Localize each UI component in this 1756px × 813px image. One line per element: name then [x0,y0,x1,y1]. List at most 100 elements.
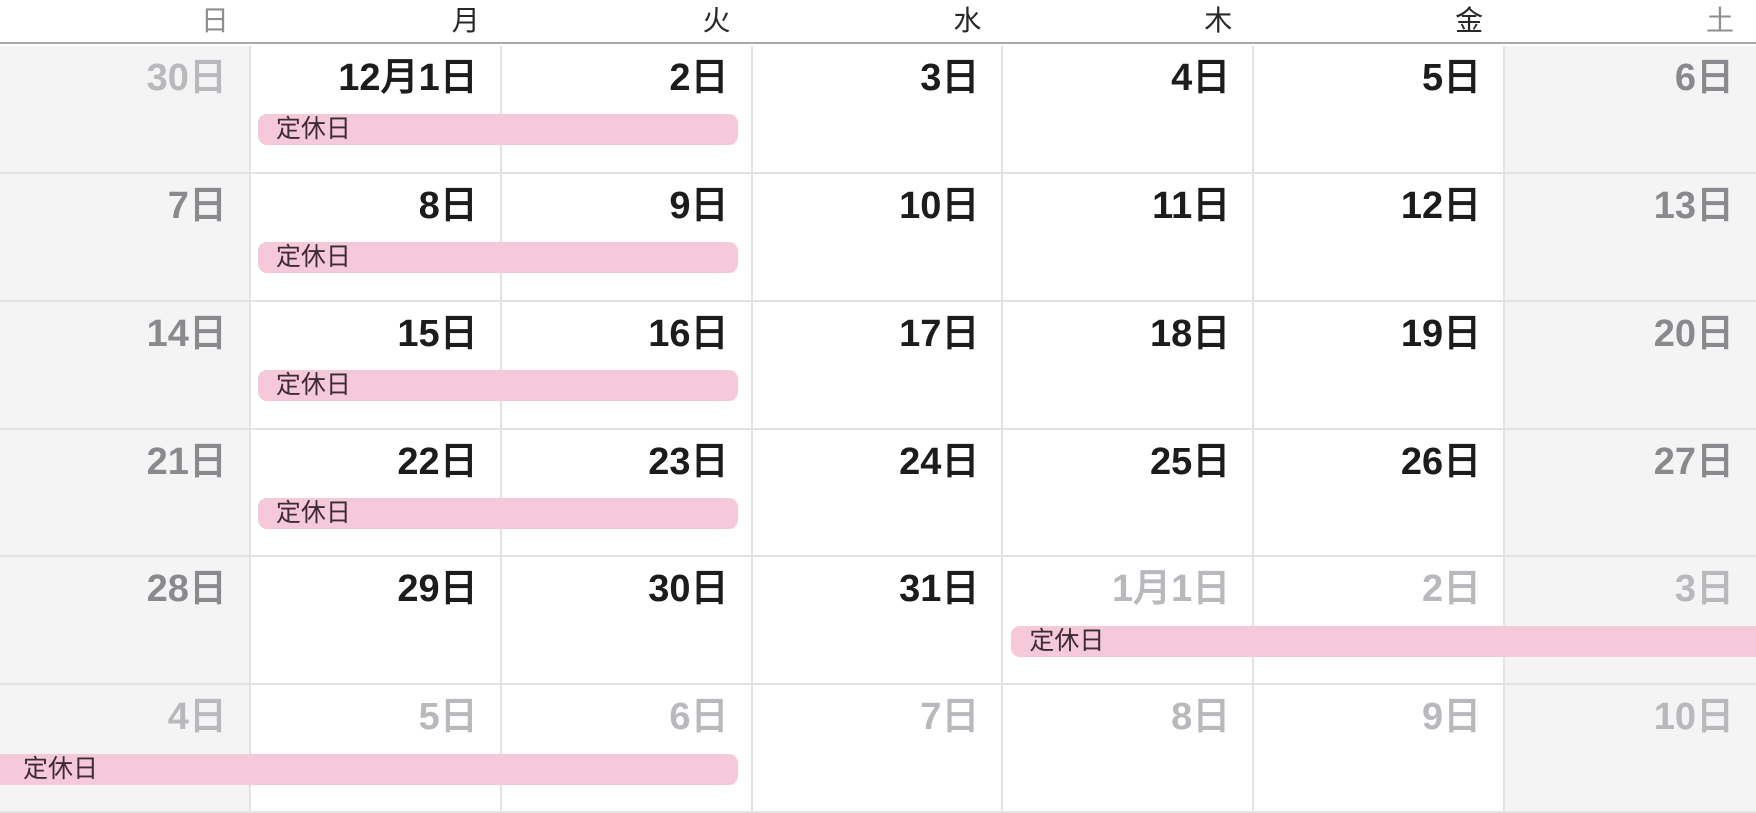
day-number: 11日 [1152,184,1231,227]
day-number: 25日 [1150,440,1231,483]
day-cell[interactable]: 16日 [501,301,753,430]
day-cell[interactable]: 20日 [1505,301,1756,430]
event-bar-closed-day-week6[interactable]: 定休日 [0,754,738,785]
day-number: 5日 [418,696,478,739]
day-number: 15日 [397,312,478,355]
weekday-header-row: 日 月 火 水 木 金 土 [0,0,1756,44]
day-number: 27日 [1653,440,1734,483]
day-cell[interactable]: 10日 [1505,685,1756,813]
day-cell[interactable]: 5日 [1254,46,1506,174]
day-cell[interactable]: 12日 [1254,173,1506,302]
weekday-header-thursday: 木 [1204,5,1233,36]
day-number: 7日 [920,696,980,739]
event-title: 定休日 [1029,627,1105,655]
day-number: 21日 [146,440,227,483]
day-number: 30日 [648,568,729,611]
day-number: 18日 [1150,312,1231,355]
day-number: 14日 [146,312,227,355]
weekday-header-sunday: 日 [200,5,229,36]
day-cell[interactable]: 18日 [1003,301,1255,430]
day-number: 22日 [397,440,478,483]
day-number: 9日 [669,184,729,227]
event-bar-closed-day-week1[interactable]: 定休日 [257,114,738,145]
weekday-header-monday: 月 [451,5,480,36]
day-cell[interactable]: 8日 [1003,685,1255,813]
day-number: 1月1日 [1112,568,1231,611]
day-cell[interactable]: 7日 [0,173,251,302]
day-number: 6日 [669,696,729,739]
day-number: 7日 [167,184,227,227]
event-title: 定休日 [275,115,351,143]
day-cell[interactable]: 8日 [250,173,502,302]
day-cell[interactable]: 3日 [752,46,1004,174]
day-cell[interactable]: 9日 [501,173,753,302]
day-number: 20日 [1653,312,1734,355]
day-number: 16日 [648,312,729,355]
day-cell[interactable]: 12月1日 [250,46,502,174]
day-number: 12月1日 [338,57,478,99]
day-cell[interactable]: 6日 [501,685,753,813]
day-number: 2日 [669,57,729,99]
day-cell[interactable]: 27日 [1505,429,1756,558]
day-number: 10日 [1653,696,1734,739]
event-bar-closed-day-week5[interactable]: 定休日 [1011,626,1756,657]
day-cell[interactable]: 21日 [0,429,251,558]
weekday-header-wednesday: 水 [953,5,982,36]
event-bar-closed-day-week2[interactable]: 定休日 [257,242,738,273]
day-cell[interactable]: 7日 [752,685,1004,813]
event-bar-closed-day-week3[interactable]: 定休日 [257,370,738,401]
event-bar-closed-day-week4[interactable]: 定休日 [257,498,738,529]
day-cell[interactable]: 6日 [1505,46,1756,174]
day-number: 28日 [146,568,227,611]
day-number: 12日 [1400,184,1482,227]
day-number: 26日 [1400,440,1482,483]
day-cell[interactable]: 31日 [752,557,1004,686]
event-overlay: 定休日 定休日 定休日 定休日 定休日 定休日 [0,46,1756,813]
day-cell[interactable]: 28日 [0,557,251,686]
day-cell[interactable]: 5日 [250,685,502,813]
day-number: 17日 [899,312,980,355]
day-number: 5日 [1422,57,1482,99]
day-number: 13日 [1653,184,1734,227]
day-cell[interactable]: 13日 [1505,173,1756,302]
event-title: 定休日 [275,371,351,399]
day-cell[interactable]: 3日 [1505,557,1756,686]
day-cell[interactable]: 23日 [501,429,753,558]
day-number: 9日 [1422,696,1482,739]
day-cell[interactable]: 25日 [1003,429,1255,558]
day-cell[interactable]: 29日 [250,557,502,686]
day-cell[interactable]: 26日 [1254,429,1506,558]
weekday-header-friday: 金 [1455,5,1484,36]
day-number: 3日 [1674,568,1734,611]
day-number: 6日 [1674,57,1734,99]
day-cell[interactable]: 22日 [250,429,502,558]
day-number: 10日 [899,184,980,227]
day-number: 2日 [1422,568,1482,611]
day-number: 19日 [1400,312,1482,355]
day-cell[interactable]: 11日 [1003,173,1255,302]
day-cell[interactable]: 24日 [752,429,1004,558]
day-number: 4日 [167,696,227,739]
weekday-header-saturday: 土 [1705,5,1734,36]
day-cell[interactable]: 4日 [0,685,251,813]
day-cell[interactable]: 19日 [1254,301,1506,430]
day-cell[interactable]: 30日 [0,46,251,174]
day-cell[interactable]: 15日 [250,301,502,430]
day-cell[interactable]: 17日 [752,301,1004,430]
event-title: 定休日 [275,499,351,527]
day-number: 31日 [899,568,980,611]
day-number: 8日 [418,184,478,227]
day-cell[interactable]: 2日 [501,46,753,174]
event-title: 定休日 [23,755,99,783]
day-cell[interactable]: 30日 [501,557,753,686]
day-cell[interactable]: 4日 [1003,46,1255,174]
day-cell[interactable]: 14日 [0,301,251,430]
day-number: 23日 [648,440,729,483]
day-number: 3日 [920,57,980,99]
day-cell[interactable]: 10日 [752,173,1004,302]
day-cell[interactable]: 2日 [1254,557,1506,686]
day-number: 30日 [146,57,227,99]
day-cell[interactable]: 9日 [1254,685,1506,813]
day-cell[interactable]: 1月1日 [1003,557,1255,686]
